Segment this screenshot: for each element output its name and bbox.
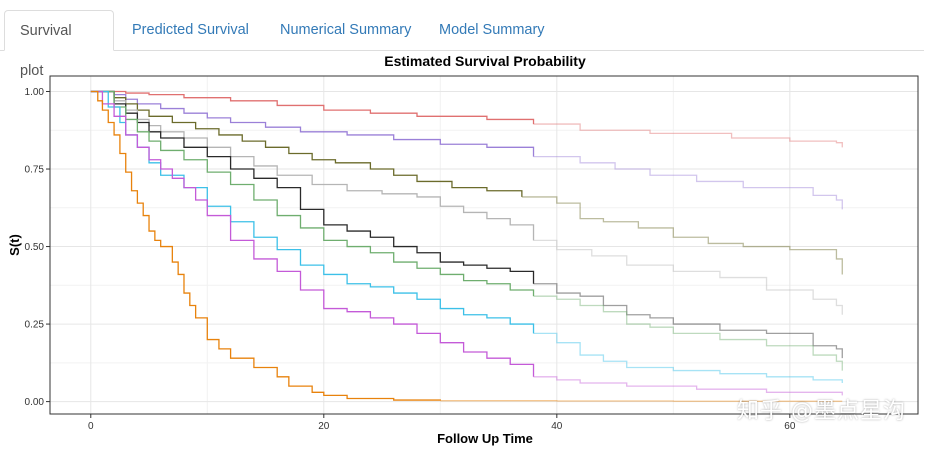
tab-model-summary[interactable]: Model Summary	[439, 22, 545, 38]
series-curve-gray	[90, 90, 843, 315]
y-tick-label: 0.75	[25, 165, 45, 176]
series-curve-orange	[90, 90, 843, 402]
plot-panel	[50, 76, 918, 414]
tab-survival-plot[interactable]: Survival plot	[4, 10, 114, 79]
x-tick-label: 0	[88, 421, 94, 432]
series-line-curve-green	[90, 90, 535, 297]
series-line-tail-curve-red	[533, 123, 843, 148]
survival-chart: Estimated Survival Probability 0 20 40 60 0.…	[7, 53, 919, 446]
tab-predicted-survival[interactable]: Predicted Survival	[132, 22, 249, 38]
series-line-tail-curve-purple	[533, 155, 843, 210]
tab-numerical-summary[interactable]: Numerical Summary	[280, 22, 412, 38]
series-line-tail-curve-gray	[533, 239, 843, 315]
series-line-tail-curve-orange	[440, 400, 843, 402]
plot-border	[49, 75, 919, 415]
survival-curves	[90, 90, 843, 402]
axis-ticks: 0 20 40 60 0.00 0.25 0.50 0.75 1.00	[25, 87, 796, 432]
y-tick-label: 0.50	[25, 242, 45, 253]
series-line-tail-curve-cyan	[533, 332, 843, 383]
watermark: 知乎 @墨点星沟	[737, 399, 906, 424]
y-axis-title: S(t)	[7, 234, 22, 256]
series-line-curve-purple	[90, 90, 535, 157]
series-line-curve-orange	[90, 90, 441, 401]
series-line-tail-curve-green	[533, 295, 843, 371]
series-line-curve-red	[90, 90, 535, 125]
y-tick-label: 0.00	[25, 397, 45, 408]
series-curve-purple	[90, 90, 843, 210]
x-tick-label: 40	[551, 421, 563, 432]
series-line-tail-curve-olive	[521, 196, 843, 275]
grid-lines	[50, 76, 918, 414]
tab-bar: Survival plot Predicted Survival Numeric…	[0, 0, 932, 79]
x-axis-title: Follow Up Time	[437, 431, 533, 446]
series-curve-black	[90, 90, 843, 359]
series-curve-green	[90, 90, 843, 371]
x-tick-label: 20	[318, 421, 330, 432]
x-tick-label: 60	[784, 421, 796, 432]
y-tick-label: 1.00	[25, 87, 45, 98]
series-line-curve-gray	[90, 90, 535, 241]
series-line-tail-curve-black	[533, 283, 843, 359]
series-curve-red	[90, 90, 843, 148]
y-tick-label: 0.25	[25, 320, 45, 331]
tab-bar-baseline	[0, 50, 924, 51]
series-line-curve-black	[90, 90, 535, 284]
series-line-tail-curve-magenta	[533, 376, 843, 396]
series-line-curve-magenta	[90, 90, 535, 377]
series-curve-magenta	[90, 90, 843, 396]
chart-title: Estimated Survival Probability	[384, 53, 586, 69]
